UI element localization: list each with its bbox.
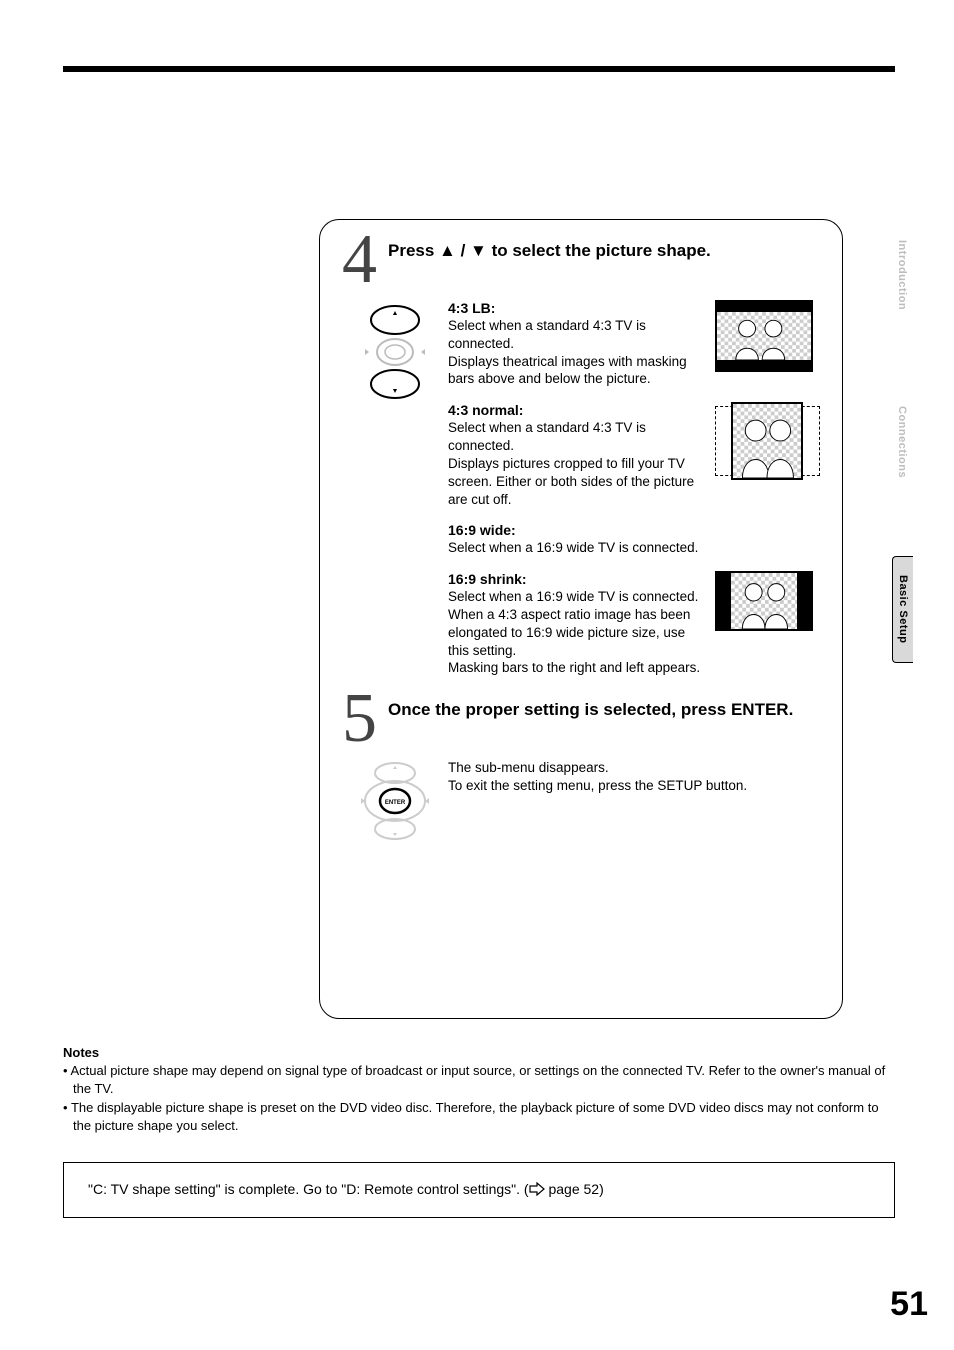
thumb-169shrink [715,571,820,631]
instruction-panel: 4 Press ▲ / ▼ to select the picture shap… [319,219,843,1019]
option-43lb-desc: Select when a standard 4:3 TV is connect… [448,317,701,388]
side-tabs: Introduction Connections Basic Setup [892,222,930,723]
page-ref-arrow-icon [529,1182,545,1199]
tab-connections: Connections [892,388,912,496]
option-169shrink-desc: Select when a 16:9 wide TV is connected.… [448,588,701,677]
option-43normal-desc: Select when a standard 4:3 TV is connect… [448,419,701,508]
step-4-title: Press ▲ / ▼ to select the picture shape. [388,240,711,288]
remote-icon-updown [342,300,448,677]
thumb-43lb [715,300,820,372]
note-item-1: Actual picture shape may depend on signa… [63,1062,895,1097]
step-5-line-2: To exit the setting menu, press the SETU… [448,777,820,795]
step-number-5: 5 [342,695,388,743]
step-5-title: Once the proper setting is selected, pre… [388,699,793,747]
next-step-text-after: page 52) [545,1181,604,1197]
svg-text:ENTER: ENTER [385,800,406,806]
option-169wide-title: 16:9 wide: [448,522,701,538]
option-169shrink: 16:9 shrink: Select when a 16:9 wide TV … [448,571,820,677]
notes-section: Notes Actual picture shape may depend on… [63,1045,895,1136]
option-43normal: 4:3 normal: Select when a standard 4:3 T… [448,402,820,508]
option-169wide-desc: Select when a 16:9 wide TV is connected. [448,539,701,557]
step-4-header: 4 Press ▲ / ▼ to select the picture shap… [342,240,820,288]
remote-icon-enter: ENTER [342,759,448,841]
step-5-header: 5 Once the proper setting is selected, p… [342,699,820,747]
step-4-body: 4:3 LB: Select when a standard 4:3 TV is… [342,300,820,677]
next-step-text-before: "C: TV shape setting" is complete. Go to… [88,1181,529,1197]
option-43normal-title: 4:3 normal: [448,402,701,418]
next-step-box: "C: TV shape setting" is complete. Go to… [63,1162,895,1218]
tab-introduction: Introduction [892,222,912,328]
option-169shrink-title: 16:9 shrink: [448,571,701,587]
option-169wide: 16:9 wide: Select when a 16:9 wide TV is… [448,522,820,557]
top-rule [63,66,895,72]
notes-title: Notes [63,1045,895,1060]
thumb-43normal [715,402,820,480]
step-number-4: 4 [342,236,388,284]
option-43lb-title: 4:3 LB: [448,300,701,316]
option-43lb: 4:3 LB: Select when a standard 4:3 TV is… [448,300,820,388]
step-5-body: ENTER The sub-menu disappears. To exit t… [342,759,820,841]
step-5-line-1: The sub-menu disappears. [448,759,820,777]
note-item-2: The displayable picture shape is preset … [63,1099,895,1134]
page-number: 51 [890,1285,928,1324]
tab-basic-setup: Basic Setup [892,556,913,662]
